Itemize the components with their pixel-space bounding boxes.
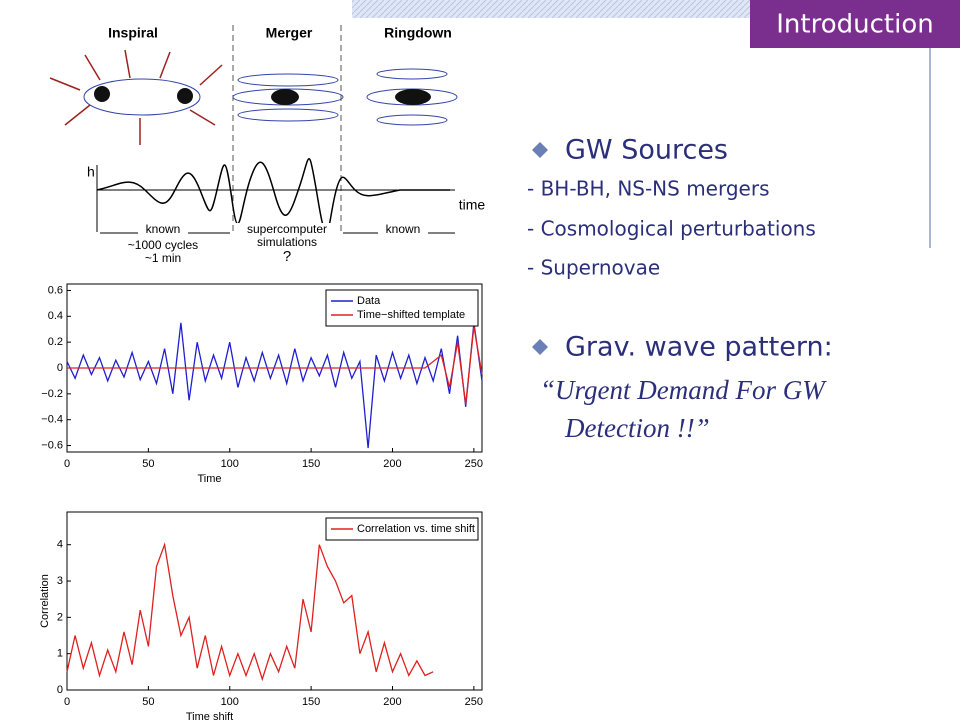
y-tick-label: 3 xyxy=(57,575,63,587)
x-tick-label: 100 xyxy=(221,696,239,708)
x-tick-label: 150 xyxy=(302,458,320,470)
y-tick-label: 0.6 xyxy=(48,284,63,296)
span-label: supercomputer xyxy=(247,222,327,236)
phase-label: Ringdown xyxy=(384,25,452,41)
bullet-item: - Cosmological perturbations xyxy=(527,217,816,241)
remnant xyxy=(395,89,431,105)
legend-label: Data xyxy=(357,295,381,307)
bullet-icon xyxy=(532,142,548,158)
note: ~1000 cycles xyxy=(128,238,198,252)
y-tick-label: 1 xyxy=(57,648,63,660)
bullet-item: - BH-BH, NS-NS mergers xyxy=(527,177,770,201)
y-tick-label: −0.2 xyxy=(41,388,63,400)
span-label: known xyxy=(146,222,181,236)
note: ~1 min xyxy=(145,251,181,265)
span-label: known xyxy=(386,222,421,236)
legend-label: Correlation vs. time shift xyxy=(357,523,475,535)
x-tick-label: 0 xyxy=(64,696,70,708)
note: ? xyxy=(283,248,291,265)
slide-title: Introduction xyxy=(776,10,933,40)
x-tick-label: 100 xyxy=(221,458,239,470)
x-tick-label: 200 xyxy=(383,696,401,708)
x-tick-label: 0 xyxy=(64,458,70,470)
y-tick-label: 0 xyxy=(57,362,63,374)
quote: Detection !!” xyxy=(564,413,710,443)
y-tick-label: 0 xyxy=(57,684,63,696)
x-tick-label: 50 xyxy=(142,458,154,470)
y-tick-label: 2 xyxy=(57,611,63,623)
x-axis-label: Time shift xyxy=(186,711,233,720)
legend-label: Time−shifted template xyxy=(357,309,465,321)
series-line xyxy=(66,322,483,449)
x-axis-label: Time xyxy=(197,473,221,485)
bullet-item: - Supernovae xyxy=(527,256,660,280)
y-tick-label: 0.2 xyxy=(48,336,63,348)
axis-label: h xyxy=(87,164,95,180)
black-hole xyxy=(177,88,193,104)
plot-area xyxy=(66,511,483,691)
y-tick-label: 0.4 xyxy=(48,310,63,322)
orbit xyxy=(83,78,201,116)
label-bg xyxy=(378,223,428,237)
merger-body xyxy=(271,89,299,105)
y-tick-label: −0.4 xyxy=(41,414,63,426)
diagram: Inspiral Merger Ringdown h time known su… xyxy=(46,18,490,266)
series-line xyxy=(66,542,434,682)
y-tick-label: −0.6 xyxy=(41,439,63,451)
legend xyxy=(325,289,479,327)
axis-label: time xyxy=(459,197,486,213)
waveform xyxy=(96,158,450,234)
top-strip xyxy=(352,0,752,18)
bullet-heading: Grav. wave pattern: xyxy=(565,332,833,363)
x-tick-label: 150 xyxy=(302,696,320,708)
legend xyxy=(325,517,479,541)
x-tick-label: 250 xyxy=(465,696,483,708)
x-tick-label: 200 xyxy=(383,458,401,470)
series-line xyxy=(67,326,483,405)
wave-arrows xyxy=(49,49,223,145)
y-tick-label: 4 xyxy=(57,539,63,551)
label-bg xyxy=(138,223,188,237)
x-tick-label: 250 xyxy=(465,458,483,470)
bullet-icon xyxy=(532,339,548,355)
title-box xyxy=(750,0,960,48)
x-tick-label: 50 xyxy=(142,696,154,708)
quote: “Urgent Demand For GW xyxy=(540,375,827,405)
black-hole xyxy=(94,86,110,102)
span-label: simulations xyxy=(257,235,317,249)
charts: −0.6−0.4−0.200.20.40.60 50 100 150 200 250Tim… xyxy=(39,283,483,723)
phase-label: Merger xyxy=(266,25,313,41)
merger-rings xyxy=(232,68,458,126)
y-axis-label: Correlation xyxy=(39,574,51,628)
label-bg xyxy=(236,223,339,249)
bullet-heading: GW Sources xyxy=(565,135,728,166)
phase-label: Inspiral xyxy=(108,25,158,41)
